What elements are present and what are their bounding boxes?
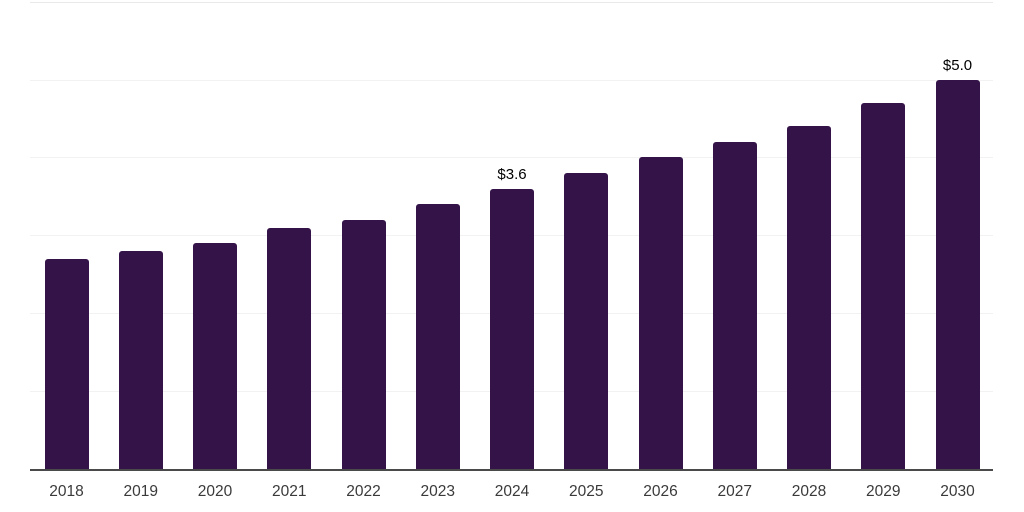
bar-2026 — [638, 157, 683, 469]
bar-2020 — [193, 243, 237, 469]
x-tick-2030: 2030 — [940, 483, 975, 500]
x-tick-2029: 2029 — [866, 483, 901, 500]
bar-value-label-2030: $5.0 — [942, 56, 973, 74]
x-tick-2027: 2027 — [717, 483, 752, 500]
bar-2022 — [341, 219, 386, 469]
x-tick-2026: 2026 — [643, 483, 678, 500]
bar-2018 — [44, 258, 89, 469]
bar-2025 — [564, 172, 609, 469]
x-tick-2022: 2022 — [346, 483, 381, 500]
x-tick-2021: 2021 — [272, 483, 307, 500]
bar-2027 — [712, 141, 757, 469]
bar-2019 — [118, 250, 163, 469]
bar-2029 — [861, 102, 906, 469]
h-gridline-6 — [30, 2, 993, 3]
x-tick-2018: 2018 — [49, 483, 84, 500]
x-tick-2025: 2025 — [569, 483, 604, 500]
bar-value-label-2024: $3.6 — [497, 165, 527, 183]
x-axis-line — [30, 469, 993, 471]
bar-2028 — [787, 126, 831, 469]
x-tick-2028: 2028 — [791, 483, 827, 500]
bar-2024 — [490, 188, 534, 469]
x-tick-2024: 2024 — [494, 483, 530, 500]
x-tick-2019: 2019 — [123, 483, 158, 500]
x-tick-2020: 2020 — [197, 483, 233, 500]
bar-2021 — [267, 227, 312, 469]
bar-2023 — [415, 204, 460, 469]
x-tick-2023: 2023 — [420, 483, 455, 500]
h-gridline-4 — [30, 157, 993, 158]
h-gridline-5 — [30, 80, 993, 81]
bar-2030 — [935, 79, 980, 469]
